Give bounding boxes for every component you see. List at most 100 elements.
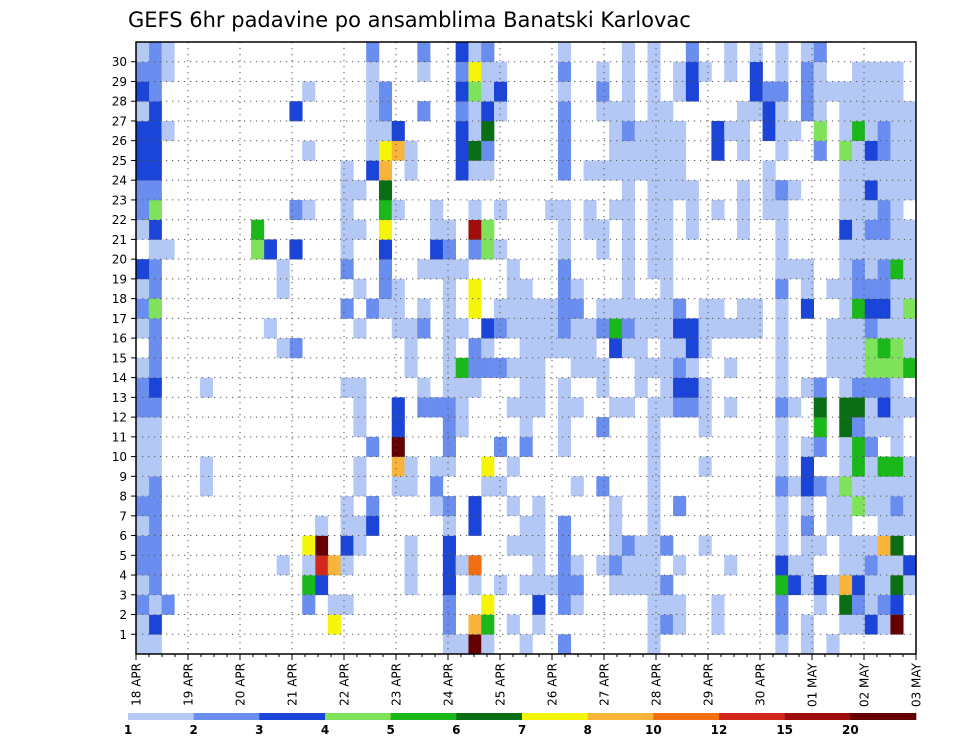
heatmap-cell — [609, 318, 623, 339]
heatmap-cell — [136, 259, 150, 280]
heatmap-cell — [775, 417, 789, 438]
heatmap-cell — [340, 259, 354, 280]
colorbar-swatch — [587, 713, 654, 720]
heatmap-cell — [494, 239, 508, 260]
heatmap-cell — [864, 101, 878, 122]
heatmap-cell — [366, 140, 380, 161]
heatmap-cell — [839, 417, 853, 438]
heatmap-cell — [161, 61, 175, 82]
heatmap-cell — [864, 120, 878, 142]
heatmap-cell — [852, 199, 866, 220]
heatmap-cell — [788, 397, 802, 418]
heatmap-cell — [468, 614, 482, 635]
heatmap-cell — [148, 535, 162, 556]
heatmap-cell — [775, 219, 789, 240]
y-tick-label: 21 — [112, 233, 127, 247]
heatmap-cell — [596, 298, 610, 319]
heatmap-cell — [455, 357, 469, 378]
heatmap-cell — [136, 614, 150, 635]
heatmap-cell — [660, 535, 674, 556]
heatmap-cell — [877, 61, 891, 82]
heatmap-cell — [673, 140, 687, 161]
heatmap-cell — [366, 436, 380, 457]
heatmap-cell — [877, 160, 891, 181]
heatmap-cell — [864, 377, 878, 398]
heatmap-cell — [557, 436, 572, 457]
heatmap-cell — [903, 259, 917, 280]
x-tick-label: 20 APR — [234, 663, 248, 706]
heatmap-cell — [609, 101, 623, 122]
heatmap-cell — [391, 140, 405, 161]
heatmap-cell — [660, 377, 674, 398]
heatmap-cell — [378, 199, 393, 220]
heatmap-cell — [839, 338, 853, 359]
heatmap-cell — [148, 594, 162, 615]
heatmap-cell — [468, 515, 482, 536]
heatmap-cell — [570, 575, 584, 596]
heatmap-cell — [468, 496, 482, 517]
colorbar-swatch — [456, 713, 523, 720]
heatmap-cell — [839, 456, 853, 477]
heatmap-cell — [877, 180, 891, 201]
heatmap-cell — [276, 259, 290, 280]
heatmap-cell — [468, 140, 482, 161]
heatmap-cell — [647, 239, 661, 260]
heatmap-cell — [890, 219, 904, 240]
heatmap-cell — [852, 180, 866, 201]
heatmap-cell — [762, 199, 776, 220]
heatmap-cell — [788, 120, 802, 142]
heatmap-cell — [468, 634, 482, 655]
heatmap-cell — [621, 140, 635, 161]
heatmap-cell — [839, 614, 853, 635]
x-tick-label: 18 APR — [130, 663, 144, 706]
heatmap-cell — [557, 417, 572, 438]
heatmap-cell — [136, 101, 150, 122]
heatmap-cell — [660, 575, 674, 596]
heatmap-cell — [634, 575, 648, 596]
heatmap-cell — [404, 575, 418, 596]
heatmap-cell — [391, 318, 405, 339]
heatmap-cell — [660, 120, 674, 142]
heatmap-cell — [621, 278, 635, 299]
heatmap-cell — [647, 417, 661, 438]
heatmap-cell — [813, 61, 827, 82]
heatmap-cell — [852, 436, 866, 457]
heatmap-cell — [557, 278, 572, 299]
heatmap-cell — [762, 160, 776, 181]
heatmap-cell — [903, 160, 917, 181]
heatmap-cell — [839, 575, 853, 596]
colorbar-label: 4 — [321, 723, 329, 737]
heatmap-cell — [494, 476, 508, 497]
heatmap-cell — [852, 496, 866, 517]
heatmap-cell — [736, 101, 751, 122]
heatmap-cell — [251, 219, 265, 240]
heatmap-cell — [136, 377, 150, 398]
heatmap-cell — [455, 160, 469, 181]
heatmap-cell — [136, 397, 150, 418]
heatmap-cell — [711, 614, 725, 635]
heatmap-cell — [442, 555, 456, 576]
heatmap-cell — [800, 575, 815, 596]
heatmap-cell — [506, 535, 520, 556]
heatmap-cell — [775, 259, 789, 280]
heatmap-cell — [148, 476, 162, 497]
x-tick-label: 21 APR — [286, 663, 300, 706]
heatmap-cell — [634, 120, 648, 142]
heatmap-cell — [877, 515, 891, 536]
heatmap-cell — [903, 219, 917, 240]
heatmap-cell — [877, 555, 891, 576]
heatmap-cell — [839, 496, 853, 517]
heatmap-cell — [378, 120, 393, 142]
heatmap-cell — [609, 140, 623, 161]
heatmap-cell — [340, 219, 354, 240]
heatmap-cell — [877, 575, 891, 596]
x-tick-label: 22 APR — [338, 663, 352, 706]
heatmap-cell — [468, 338, 482, 359]
heatmap-cell — [877, 476, 891, 497]
heatmap-cell — [340, 298, 354, 319]
heatmap-cell — [903, 515, 917, 536]
heatmap-cell — [353, 180, 367, 201]
heatmap-cell — [749, 318, 763, 339]
heatmap-cell — [366, 120, 380, 142]
heatmap-cell — [442, 259, 456, 280]
